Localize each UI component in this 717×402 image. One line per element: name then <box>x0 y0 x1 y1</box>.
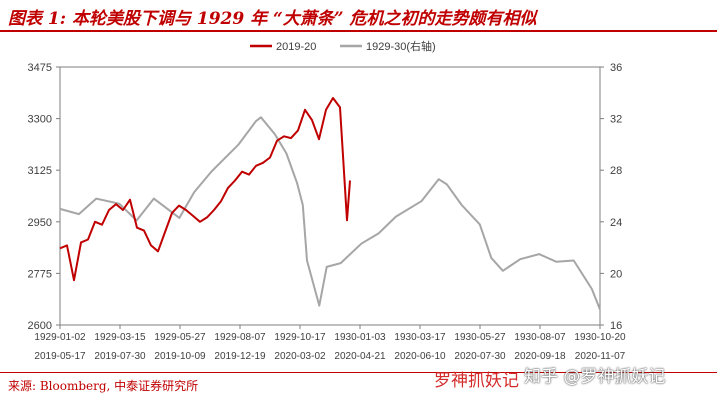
x-bottom-tick-label: 2020-03-02 <box>274 351 326 362</box>
x-top-tick-label: 1930-03-17 <box>394 332 446 343</box>
legend-label-1929-30: 1929-30(右轴) <box>366 39 436 53</box>
axes: 2600 2775 2950 3125 3300 3475 16 20 24 28 32 36 1929… <box>28 62 626 362</box>
x-top-tick-label: 1930-08-07 <box>514 332 566 343</box>
chart: 2019-20 1929-30(右轴) 2600 2775 2950 3125 3300 3… <box>28 39 626 362</box>
x-bottom-tick-label: 2020-11-07 <box>575 351 626 362</box>
y-right-tick-label: 32 <box>610 114 622 126</box>
x-top-tick-label: 1929-10-17 <box>274 332 326 343</box>
y-right-tick-label: 20 <box>610 268 622 280</box>
x-top-tick-label: 1929-01-02 <box>34 332 86 343</box>
x-bottom-tick-label: 2019-07-30 <box>94 351 146 362</box>
x-top-tick-label: 1929-05-27 <box>154 332 206 343</box>
x-bottom-tick-label: 2019-05-17 <box>34 351 86 362</box>
y-left-tick-label: 3125 <box>28 165 52 177</box>
y-left-tick-label: 2950 <box>28 217 52 229</box>
y-right-tick-label: 16 <box>610 320 622 332</box>
x-bottom-tick-label: 2020-09-18 <box>514 351 566 362</box>
x-bottom-tick-label: 2020-06-10 <box>394 351 446 362</box>
watermark-left: 罗神抓妖记 <box>434 371 519 391</box>
title-bar <box>0 0 717 32</box>
source-note: 来源: Bloomberg, 中泰证券研究所 <box>8 379 199 393</box>
watermark-right: 知乎 @罗神抓妖记 <box>524 367 666 387</box>
series-layer <box>59 97 601 310</box>
y-left-tick-label: 2600 <box>28 320 52 332</box>
x-top-tick-label: 1929-08-07 <box>214 332 266 343</box>
x-top-tick-label: 1930-01-03 <box>334 332 386 343</box>
legend: 2019-20 1929-30(右轴) <box>250 39 436 53</box>
y-right-tick-label: 28 <box>610 165 622 177</box>
series-line-2019-20 <box>59 97 351 282</box>
x-bottom-tick-label: 2020-07-30 <box>454 351 506 362</box>
x-top-tick-label: 1930-10-20 <box>574 332 626 343</box>
plot-frame <box>59 66 601 326</box>
x-top-tick-label: 1930-05-27 <box>454 332 506 343</box>
y-right-tick-label: 36 <box>610 62 622 74</box>
y-left-tick-label: 2775 <box>28 268 52 280</box>
x-bottom-tick-label: 2020-04-21 <box>334 351 386 362</box>
source-divider <box>0 372 717 373</box>
y-right-tick-label: 24 <box>610 217 622 229</box>
x-bottom-tick-label: 2019-12-19 <box>214 351 266 362</box>
y-left-tick-label: 3475 <box>28 62 52 74</box>
chart-title: 图表 1: 本轮美股下调与 1929 年 “大萧条” 危机之初的走势颇有相似 <box>8 9 537 29</box>
y-left-tick-label: 3300 <box>28 114 52 126</box>
x-top-tick-label: 1929-03-15 <box>94 332 146 343</box>
series-line-1929-30 <box>59 116 601 310</box>
legend-label-2019-20: 2019-20 <box>276 41 316 53</box>
x-bottom-tick-label: 2019-10-09 <box>154 351 206 362</box>
